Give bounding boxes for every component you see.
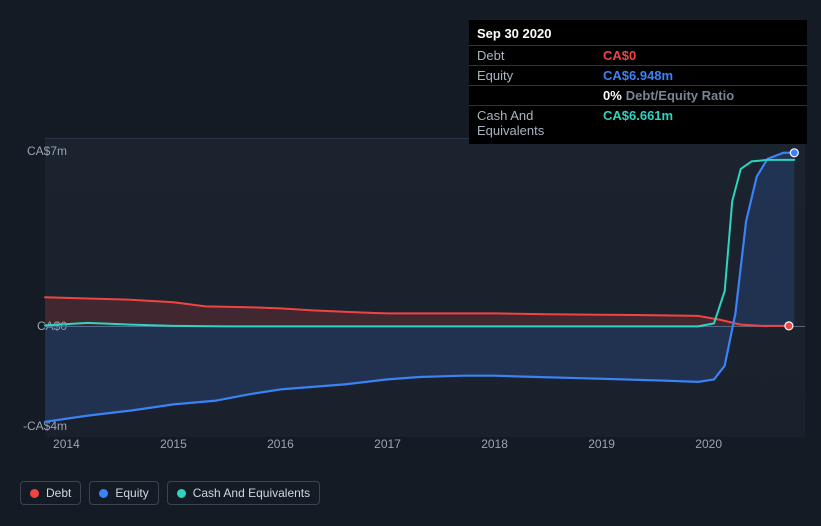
chart-tooltip: Sep 30 2020 Debt CA$0 Equity CA$6.948m 0… <box>469 20 807 144</box>
x-axis-label: 2015 <box>160 437 187 451</box>
tooltip-value-debt: CA$0 <box>603 48 636 63</box>
x-axis-label: 2014 <box>53 437 80 451</box>
legend-label: Equity <box>115 486 148 500</box>
x-axis-label: 2019 <box>588 437 615 451</box>
legend-item-equity[interactable]: Equity <box>89 481 158 505</box>
legend-label: Debt <box>46 486 71 500</box>
x-axis-label: 2016 <box>267 437 294 451</box>
tooltip-row-ratio: 0%Debt/Equity Ratio <box>469 85 807 105</box>
circle-icon <box>177 489 186 498</box>
chart-legend: Debt Equity Cash And Equivalents <box>20 481 320 505</box>
series-end-marker-equity <box>790 149 798 157</box>
x-axis-label: 2017 <box>374 437 401 451</box>
tooltip-row-cash: Cash And Equivalents CA$6.661m <box>469 105 807 140</box>
tooltip-label <box>477 88 603 103</box>
tooltip-row-debt: Debt CA$0 <box>469 45 807 65</box>
x-axis-label: 2020 <box>695 437 722 451</box>
tooltip-label: Debt <box>477 48 603 63</box>
plot-area[interactable]: CA$7mCA$0-CA$4m <box>45 138 805 437</box>
circle-icon <box>30 489 39 498</box>
series-end-marker-debt <box>785 322 793 330</box>
financial-chart: Sep 30 2020 Debt CA$0 Equity CA$6.948m 0… <box>0 0 821 526</box>
tooltip-value-ratio: 0%Debt/Equity Ratio <box>603 88 734 103</box>
legend-item-cash[interactable]: Cash And Equivalents <box>167 481 320 505</box>
legend-item-debt[interactable]: Debt <box>20 481 81 505</box>
legend-label: Cash And Equivalents <box>193 486 310 500</box>
circle-icon <box>99 489 108 498</box>
tooltip-label: Equity <box>477 68 603 83</box>
tooltip-date: Sep 30 2020 <box>469 24 807 45</box>
x-axis-label: 2018 <box>481 437 508 451</box>
x-axis: 2014 2015 2016 2017 2018 2019 2020 <box>45 437 805 457</box>
tooltip-row-equity: Equity CA$6.948m <box>469 65 807 85</box>
tooltip-label: Cash And Equivalents <box>477 108 603 138</box>
tooltip-value-equity: CA$6.948m <box>603 68 673 83</box>
tooltip-value-cash: CA$6.661m <box>603 108 673 138</box>
series-svg <box>45 139 805 438</box>
